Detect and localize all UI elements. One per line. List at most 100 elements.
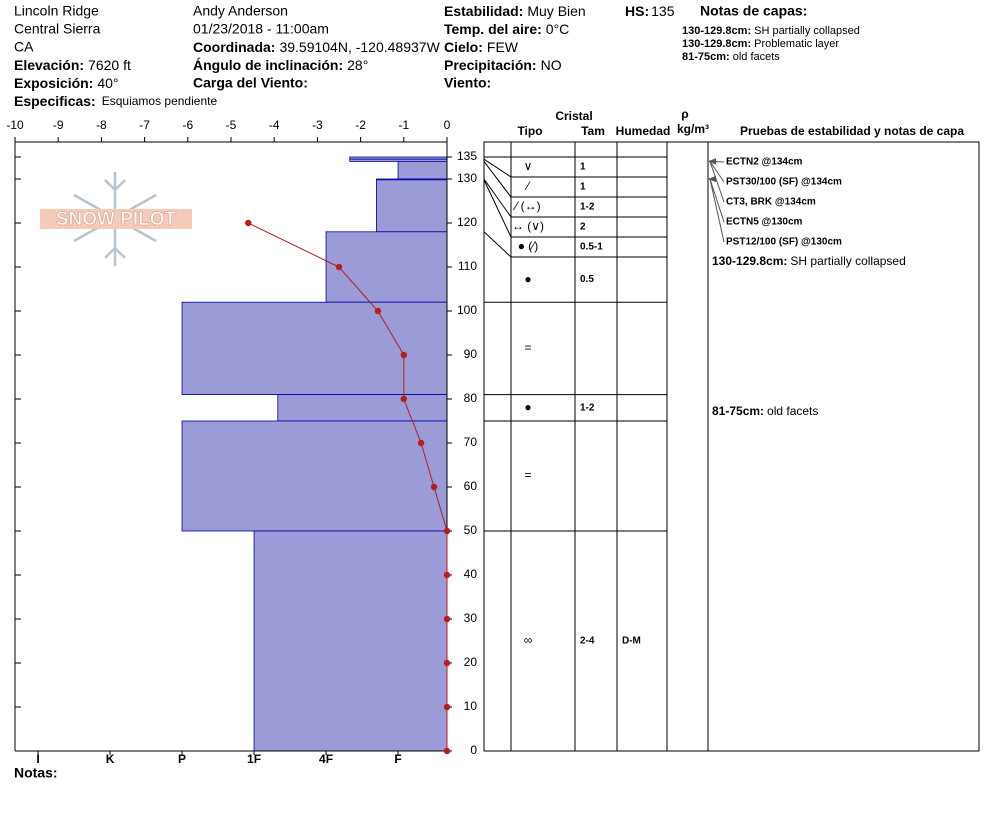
hs: HS: 135: [625, 3, 675, 19]
value: 28°: [347, 57, 368, 73]
y-tick-label: 80: [464, 391, 478, 405]
test-pointer: [709, 178, 725, 243]
hardness-bar: [325, 231, 448, 303]
grain-type: ↔ (∨): [512, 219, 544, 233]
grain-type: ∞: [524, 633, 533, 647]
test-label: ECTN2 @134cm: [726, 157, 803, 168]
value: 135: [651, 3, 675, 19]
x-tick-label: -6: [182, 118, 193, 132]
hardness-tick-label: K: [106, 752, 115, 766]
col-header: Tipo: [517, 124, 542, 138]
range: 81-75cm:: [712, 404, 764, 418]
y-tick-label: 50: [464, 523, 478, 537]
layer-notes: 130-129.8cm: SH partially collapsed130-12…: [682, 25, 860, 63]
value: 39.59104N, -120.48937W: [279, 39, 440, 55]
y-tick-label: 120: [457, 215, 477, 229]
range: 130-129.8cm:: [682, 25, 751, 37]
layer-note: 81-75cm: old facets: [682, 51, 780, 63]
wind: Viento:: [444, 75, 491, 91]
temperature-point: [245, 219, 252, 227]
y-tick-label: 130: [457, 171, 477, 185]
layer-comment: 81-75cm: old facets: [712, 404, 818, 418]
x-tick-label: -10: [6, 118, 24, 132]
specifics: Especificas: Esquiamos pendiente: [14, 93, 217, 109]
notes-title: Notas de capas:: [700, 3, 807, 19]
logo: SNOW PILOT: [40, 172, 192, 266]
layer-connector: [483, 161, 512, 198]
label: Elevación:: [14, 57, 84, 73]
range: Central Sierra: [14, 21, 101, 37]
x-tick-label: -9: [53, 118, 64, 132]
y-tick-label: 20: [464, 655, 478, 669]
x-tick-label: -3: [312, 118, 323, 132]
grain-type: ⁄: [524, 179, 531, 193]
temperature-point: [374, 307, 382, 315]
precip: Precipitación: NO: [444, 57, 562, 73]
text: old facets: [733, 51, 781, 63]
temperature-point: [400, 351, 407, 359]
temperature-point: [443, 703, 451, 711]
temperature-point: [443, 527, 451, 535]
text: SH partially collapsed: [790, 254, 905, 268]
value: FEW: [487, 39, 519, 55]
grain-size: 1: [580, 182, 586, 193]
range: 130-129.8cm:: [712, 254, 787, 268]
layer-connector: [483, 231, 512, 258]
temperature-point: [430, 483, 438, 491]
test-label: PST12/100 (SF) @130cm: [726, 237, 842, 248]
col-header: ρ: [681, 107, 688, 121]
test-label: ECTN5 @130cm: [726, 217, 803, 228]
state: CA: [14, 39, 34, 55]
test-pointer: [709, 178, 725, 223]
hardness-bar: [376, 179, 448, 233]
grain-size: 2-4: [580, 636, 595, 647]
value: Esquiamos pendiente: [102, 94, 218, 108]
y-tick-label: 60: [464, 479, 478, 493]
value: 0°C: [546, 21, 570, 37]
temperature-point: [443, 747, 451, 755]
layer-note: 130-129.8cm: SH partially collapsed: [682, 25, 860, 37]
hardness-bar: [181, 420, 448, 532]
x-tick-label: -1: [398, 118, 409, 132]
grain-type: ⁄ (↔): [512, 199, 540, 213]
grain-size: 0.5-1: [580, 242, 603, 253]
test-label: PST30/100 (SF) @134cm: [726, 177, 842, 188]
logo-text: SNOW PILOT: [56, 209, 177, 230]
layer-connector: [483, 158, 512, 178]
y-tick-label: 135: [457, 149, 477, 163]
hardness-tick-label: 1F: [247, 752, 261, 766]
hardness-tick-label: F: [394, 752, 401, 766]
grain-type: ●: [524, 400, 531, 414]
col-header: Tam: [581, 124, 605, 138]
air-temp: Temp. del aire: 0°C: [444, 21, 569, 37]
text: SH partially collapsed: [754, 25, 860, 37]
label: Precipitación:: [444, 57, 537, 73]
observer: Andy Anderson: [193, 3, 288, 19]
grain-type: ∨: [524, 159, 533, 173]
temperature-point: [443, 615, 451, 623]
col-header: Humedad: [616, 124, 671, 138]
hardness-bar: [397, 160, 448, 180]
y-tick-label: 90: [464, 347, 478, 361]
temperature-point: [417, 439, 425, 447]
grain-type: =: [524, 341, 531, 355]
slope: Ángulo de inclinación: 28°: [193, 57, 368, 73]
sky: Cielo: FEW: [444, 39, 519, 55]
wind-load: Carga del Viento:: [193, 75, 308, 91]
label: Estabilidad:: [444, 3, 523, 19]
coord: Coordinada: 39.59104N, -120.48937W: [193, 39, 441, 55]
stability: Estabilidad: Muy Bien: [444, 3, 586, 19]
col-header: Cristal: [555, 109, 592, 123]
x-tick-label: -2: [355, 118, 366, 132]
location: Lincoln Ridge: [14, 3, 99, 19]
layer-note: 130-129.8cm: Problematic layer: [682, 38, 839, 50]
text: Problematic layer: [754, 38, 839, 50]
moisture: D-M: [622, 636, 641, 647]
datetime: 01/23/2018 - 11:00am: [193, 21, 329, 37]
grain-size: 0.5: [580, 274, 594, 285]
layer-connector: [483, 179, 512, 238]
grain-type: =: [524, 468, 531, 482]
value: 40°: [97, 75, 118, 91]
label: Exposición:: [14, 75, 93, 91]
